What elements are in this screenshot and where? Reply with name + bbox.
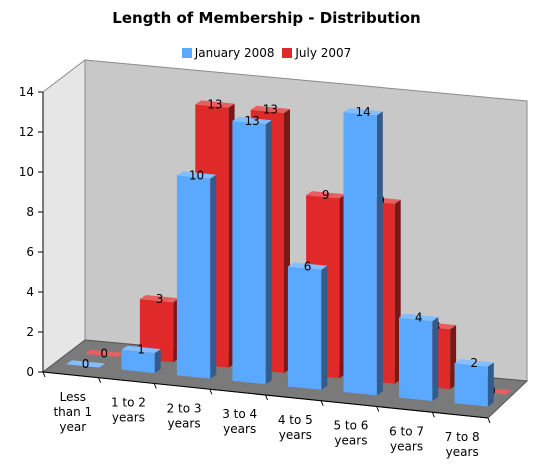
data-label: 1 <box>137 343 145 357</box>
legend-swatch-series-1 <box>181 48 192 58</box>
x-tick-label: years <box>390 439 423 453</box>
legend-label-series-2: July 2007 <box>295 46 352 60</box>
y-tick-label: 2 <box>26 325 34 339</box>
bar-top <box>84 349 124 357</box>
legend: January 2008 July 2007 <box>0 46 533 60</box>
x-tick-mark <box>431 412 435 418</box>
bar-side <box>376 111 383 396</box>
bar-front <box>176 175 211 379</box>
data-label: 13 <box>207 97 222 111</box>
legend-swatch-series-2 <box>282 48 293 58</box>
data-label: 0 <box>100 347 108 361</box>
bar-top <box>306 191 346 199</box>
data-label: 9 <box>322 188 330 202</box>
x-tick-mark <box>487 417 491 424</box>
bar-january-2008: 14 <box>343 105 383 396</box>
bar-top <box>139 295 180 303</box>
x-tick-label: years <box>279 428 312 442</box>
x-tick-label: years <box>112 411 145 425</box>
bar-front <box>454 363 488 407</box>
bar-top <box>176 171 217 179</box>
data-label: 13 <box>244 114 259 128</box>
bar-january-2008: 0 <box>65 357 106 371</box>
y-tick-label: 8 <box>26 205 34 219</box>
bar-side <box>487 362 494 407</box>
chart-title: Length of Membership - Distribution <box>112 9 421 27</box>
bar-january-2008: 4 <box>399 311 439 401</box>
data-label: 13 <box>263 103 278 117</box>
x-tick-label: 7 to 8 <box>445 430 480 444</box>
data-label: 4 <box>415 311 423 325</box>
x-tick-label: 4 to 5 <box>278 413 313 427</box>
y-tick-label: 14 <box>19 85 34 99</box>
x-tick-label: 6 to 7 <box>389 424 424 438</box>
data-label: 6 <box>304 259 312 273</box>
legend-label-series-1: January 2008 <box>194 46 275 60</box>
bar-side <box>265 120 272 385</box>
legend-item-series-1: January 2008 <box>181 46 275 60</box>
x-tick-label: than 1 <box>53 405 92 419</box>
data-label: 2 <box>470 356 478 370</box>
bar-top <box>65 360 106 368</box>
bar-january-2008: 2 <box>454 356 494 407</box>
bar-top <box>121 345 161 354</box>
bar-front <box>139 299 174 363</box>
bar-side <box>432 317 439 401</box>
bar-front <box>121 349 155 374</box>
bar-top <box>250 105 290 113</box>
bar-side <box>210 174 217 379</box>
bar-top <box>343 108 383 116</box>
data-label: 0 <box>82 357 90 371</box>
x-tick-label: year <box>59 420 86 434</box>
x-tick-label: 5 to 6 <box>333 419 368 433</box>
x-tick-mark <box>153 383 157 389</box>
x-tick-label: years <box>168 416 201 430</box>
bar-january-2008: 1 <box>121 343 161 374</box>
legend-item-series-2: July 2007 <box>282 46 351 60</box>
bar-side <box>154 349 161 374</box>
bar-january-2008: 13 <box>232 114 272 385</box>
x-tick-label: 3 to 4 <box>222 407 257 421</box>
data-label: 14 <box>355 105 370 119</box>
bar-top <box>232 116 272 125</box>
bar-january-2008: 6 <box>287 259 328 390</box>
bar-front <box>399 317 433 401</box>
y-tick-label: 12 <box>19 125 34 139</box>
x-tick-mark <box>42 371 46 378</box>
x-tick-mark <box>209 389 213 395</box>
x-tick-mark <box>98 377 102 383</box>
x-tick-label: 1 to 2 <box>111 396 146 410</box>
y-tick-label: 0 <box>26 365 34 379</box>
bar-side <box>321 265 328 390</box>
bar-top <box>195 100 235 108</box>
x-tick-label: years <box>446 445 479 459</box>
y-axis: 0 2 4 6 8 10 12 14 <box>19 85 44 379</box>
x-tick-label: years <box>334 434 367 448</box>
x-tick-mark <box>265 394 268 401</box>
bar-january-2008: 10 <box>176 168 217 379</box>
x-tick-mark <box>376 406 380 412</box>
bar-july-2007: 0 <box>84 347 124 361</box>
data-label: 10 <box>189 168 204 182</box>
bar-front <box>287 266 322 390</box>
y-tick-label: 6 <box>26 245 34 259</box>
y-tick-label: 4 <box>26 285 34 299</box>
x-tick-label: Less <box>60 390 86 404</box>
x-tick-label: years <box>223 422 256 436</box>
data-label: 3 <box>156 292 164 306</box>
bar-top <box>399 313 439 321</box>
bar-top <box>287 262 328 270</box>
y-tick-label: 10 <box>19 165 34 179</box>
x-tick-mark <box>320 400 324 406</box>
x-tick-label: 2 to 3 <box>167 401 202 415</box>
bar-top <box>454 359 494 367</box>
bar-front <box>343 112 377 396</box>
bar-front <box>232 120 266 385</box>
side-wall <box>42 58 86 374</box>
